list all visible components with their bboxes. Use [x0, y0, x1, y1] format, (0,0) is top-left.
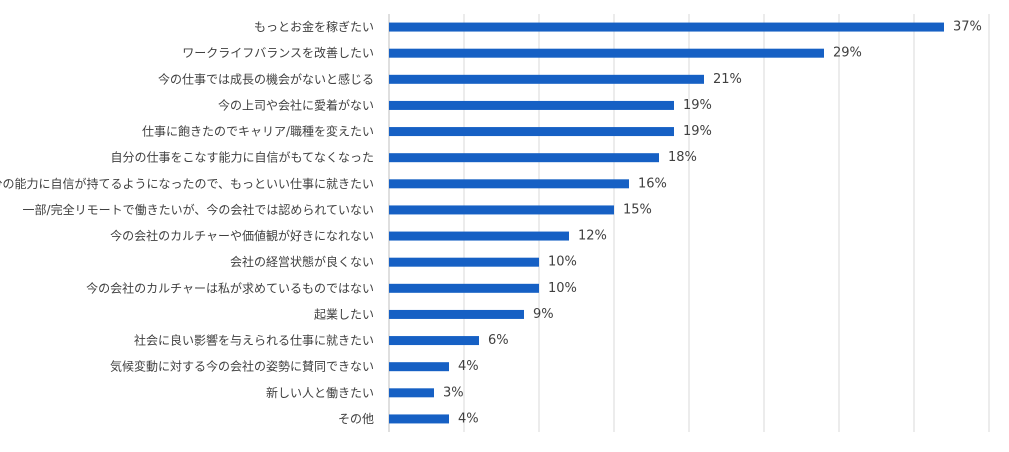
category-label: 自分の能力に自信が持てるようになったので、もっといい仕事に就きたい	[0, 176, 374, 191]
bar	[389, 414, 449, 424]
bars	[389, 22, 944, 424]
bar	[389, 388, 434, 398]
value-label: 37%	[953, 20, 982, 35]
bar	[389, 48, 824, 58]
value-label: 10%	[548, 281, 577, 296]
category-label: 自分の仕事をこなす能力に自信がもてなくなった	[110, 150, 374, 165]
value-label: 29%	[833, 46, 862, 61]
value-label: 6%	[488, 333, 509, 348]
bar	[389, 127, 674, 137]
bar	[389, 362, 449, 372]
category-label: 今の仕事では成長の機会がないと感じる	[158, 71, 374, 86]
category-label: その他	[338, 412, 374, 426]
bar	[389, 22, 944, 32]
value-label: 4%	[458, 359, 479, 374]
bar	[389, 257, 539, 267]
value-label: 12%	[578, 229, 607, 244]
bar	[389, 231, 569, 241]
value-label: 18%	[668, 150, 697, 165]
value-label: 3%	[443, 385, 464, 400]
category-label: もっとお金を稼ぎたい	[254, 19, 374, 34]
value-label: 4%	[458, 411, 479, 426]
category-label: 会社の経営状態が良くない	[230, 254, 374, 269]
category-label: 気候変動に対する今の会社の姿勢に賛同できない	[110, 359, 374, 374]
category-label: 社会に良い影響を与えられる仕事に就きたい	[134, 333, 374, 348]
category-label: 仕事に飽きたのでキャリア/職種を変えたい	[142, 124, 374, 139]
value-label: 9%	[533, 307, 554, 322]
bar	[389, 205, 614, 215]
value-label: 15%	[623, 202, 652, 217]
value-label: 19%	[683, 124, 712, 139]
value-label: 19%	[683, 98, 712, 113]
bar	[389, 74, 704, 84]
bar	[389, 283, 539, 293]
bar	[389, 153, 659, 163]
category-label: 起業したい	[314, 307, 374, 321]
category-labels: もっとお金を稼ぎたいワークライフバランスを改善したい今の仕事では成長の機会がない…	[0, 19, 374, 426]
category-label: 今の上司や会社に愛着がない	[218, 97, 374, 112]
bar	[389, 100, 674, 110]
bar	[389, 336, 479, 346]
value-label: 21%	[713, 72, 742, 87]
value-label: 10%	[548, 255, 577, 270]
bar	[389, 179, 629, 189]
value-label: 16%	[638, 176, 667, 191]
category-label: 今の会社のカルチャーは私が求めているものではない	[86, 280, 374, 295]
category-label: 一部/完全リモートで働きたいが、今の会社では認められていない	[23, 202, 374, 217]
category-label: ワークライフバランスを改善したい	[182, 45, 374, 60]
bar	[389, 309, 524, 319]
category-label: 今の会社のカルチャーや価値観が好きになれない	[110, 228, 374, 243]
category-label: 新しい人と働きたい	[266, 385, 374, 400]
value-labels: 37%29%21%19%19%18%16%15%12%10%10%9%6%4%3…	[443, 20, 982, 427]
